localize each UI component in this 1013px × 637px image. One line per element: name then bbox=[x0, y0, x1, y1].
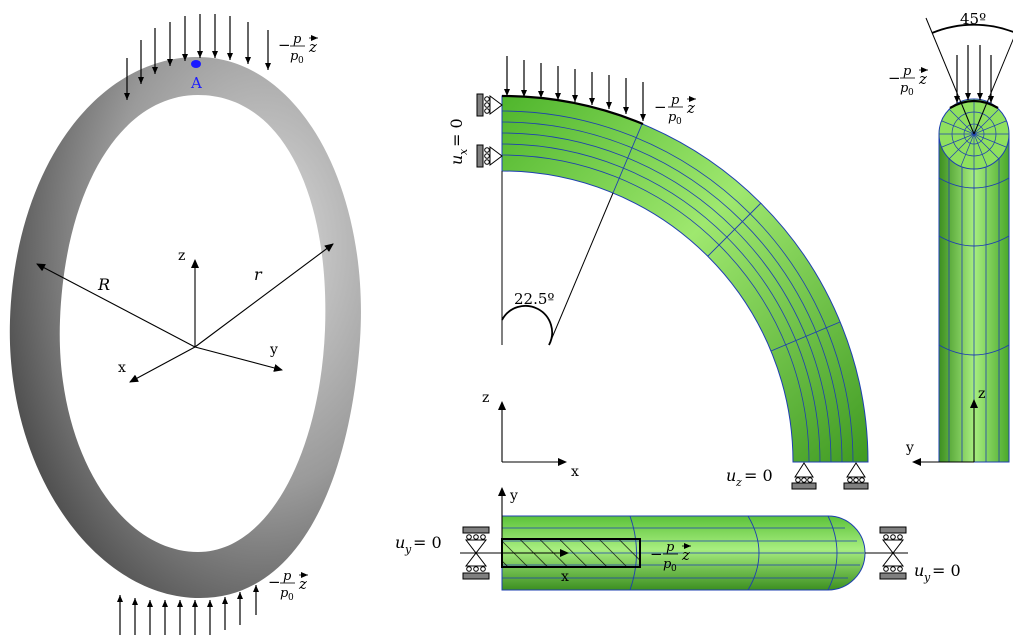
svg-text:y: y bbox=[404, 543, 412, 556]
bar-load-label: − p p 0 z bbox=[650, 540, 691, 574]
svg-text:p: p bbox=[290, 49, 299, 64]
end-view: 45º − p p 0 z z y bbox=[888, 10, 1013, 466]
svg-text:z: z bbox=[735, 476, 742, 489]
svg-text:z: z bbox=[686, 99, 695, 117]
svg-text:0: 0 bbox=[298, 56, 304, 66]
bc-uz-label: u z = 0 bbox=[726, 466, 773, 489]
torus-axis-y-label: y bbox=[269, 342, 278, 358]
quarter-arc-body bbox=[501, 95, 869, 463]
svg-text:z: z bbox=[681, 546, 690, 564]
torus-axis-x-label: x bbox=[118, 360, 126, 376]
bottom-roller-supports bbox=[791, 462, 869, 490]
svg-text:p: p bbox=[668, 110, 677, 125]
angle-45-label: 45º bbox=[960, 10, 986, 28]
bc-ux-label: u x = 0 bbox=[447, 118, 470, 165]
svg-text:= 0: = 0 bbox=[413, 533, 442, 552]
bc-uy-left-label: u y = 0 bbox=[395, 533, 442, 556]
svg-text:p: p bbox=[900, 81, 909, 96]
torus-bottom-load-label: − p p 0 z bbox=[268, 569, 308, 603]
svg-text:0: 0 bbox=[908, 88, 914, 98]
arc-mesh-radial bbox=[612, 123, 841, 352]
svg-text:p: p bbox=[663, 557, 672, 572]
svg-text:p: p bbox=[671, 93, 680, 108]
angle-construction bbox=[501, 171, 614, 346]
radius-major-label: R bbox=[97, 275, 110, 294]
bar-axis-y-label: y bbox=[509, 488, 518, 504]
torus-bottom-load-arrows bbox=[117, 585, 259, 635]
svg-text:z: z bbox=[918, 70, 927, 88]
svg-text:p: p bbox=[280, 586, 289, 601]
svg-text:p: p bbox=[283, 569, 292, 584]
end-load-arrows bbox=[954, 45, 994, 103]
svg-text:−: − bbox=[888, 69, 901, 87]
svg-text:x: x bbox=[457, 148, 470, 155]
point-a-label: A bbox=[190, 74, 202, 92]
end-loaded-edge bbox=[949, 99, 999, 109]
end-axis-y-label: y bbox=[905, 440, 914, 456]
side-load-arrows bbox=[504, 56, 646, 121]
end-axes bbox=[912, 399, 978, 466]
side-view: 22.5º − p p 0 z bbox=[447, 56, 869, 490]
top-view: y x − p p 0 z u y = 0 bbox=[395, 487, 961, 591]
svg-text:−: − bbox=[654, 98, 667, 116]
svg-text:p: p bbox=[666, 540, 675, 555]
radius-minor-label: r bbox=[254, 265, 263, 284]
svg-text:−: − bbox=[268, 573, 281, 591]
svg-text:= 0: = 0 bbox=[932, 561, 961, 580]
svg-text:0: 0 bbox=[671, 564, 677, 574]
torus-view: A − p p 0 z − p p 0 z R r bbox=[9, 14, 361, 635]
bar-axes bbox=[498, 487, 569, 557]
svg-text:0: 0 bbox=[676, 117, 682, 127]
angle-22-label: 22.5º bbox=[514, 290, 554, 308]
svg-text:u: u bbox=[447, 155, 466, 165]
svg-text:0: 0 bbox=[288, 593, 294, 603]
side-axis-z-label: z bbox=[482, 390, 489, 406]
torus-axes bbox=[129, 259, 283, 383]
torus-axis-z-label: z bbox=[178, 248, 185, 264]
svg-text:= 0: = 0 bbox=[447, 118, 466, 147]
bar-axis-x-label: x bbox=[561, 569, 569, 585]
torus-radii bbox=[36, 243, 334, 348]
svg-text:u: u bbox=[726, 466, 736, 485]
end-load-label: − p p 0 z bbox=[888, 64, 928, 98]
side-axes bbox=[498, 401, 567, 466]
end-angle-construction bbox=[925, 17, 1013, 135]
svg-text:z: z bbox=[298, 575, 307, 593]
svg-text:= 0: = 0 bbox=[744, 466, 773, 485]
svg-text:u: u bbox=[395, 533, 405, 552]
svg-text:z: z bbox=[308, 38, 317, 56]
side-axis-x-label: x bbox=[571, 464, 579, 480]
svg-text:u: u bbox=[914, 561, 924, 580]
end-axis-z-label: z bbox=[978, 386, 985, 402]
bar-right-support bbox=[865, 526, 908, 580]
svg-text:p: p bbox=[293, 32, 302, 47]
torus-top-load-arrows bbox=[124, 14, 271, 100]
bar-left-support bbox=[460, 526, 502, 580]
left-roller-supports bbox=[476, 93, 503, 168]
torus-top-load-label: − p p 0 z bbox=[278, 32, 318, 66]
svg-text:p: p bbox=[903, 64, 912, 79]
loaded-edge bbox=[501, 94, 644, 126]
side-load-label: − p p 0 z bbox=[654, 93, 696, 127]
svg-text:−: − bbox=[650, 545, 663, 563]
svg-text:y: y bbox=[923, 571, 931, 584]
svg-text:−: − bbox=[278, 36, 291, 54]
point-a-marker bbox=[191, 60, 201, 68]
column-mesh-rings bbox=[938, 177, 1010, 356]
torus-body bbox=[9, 56, 361, 599]
bc-uy-right-label: u y = 0 bbox=[914, 561, 961, 584]
